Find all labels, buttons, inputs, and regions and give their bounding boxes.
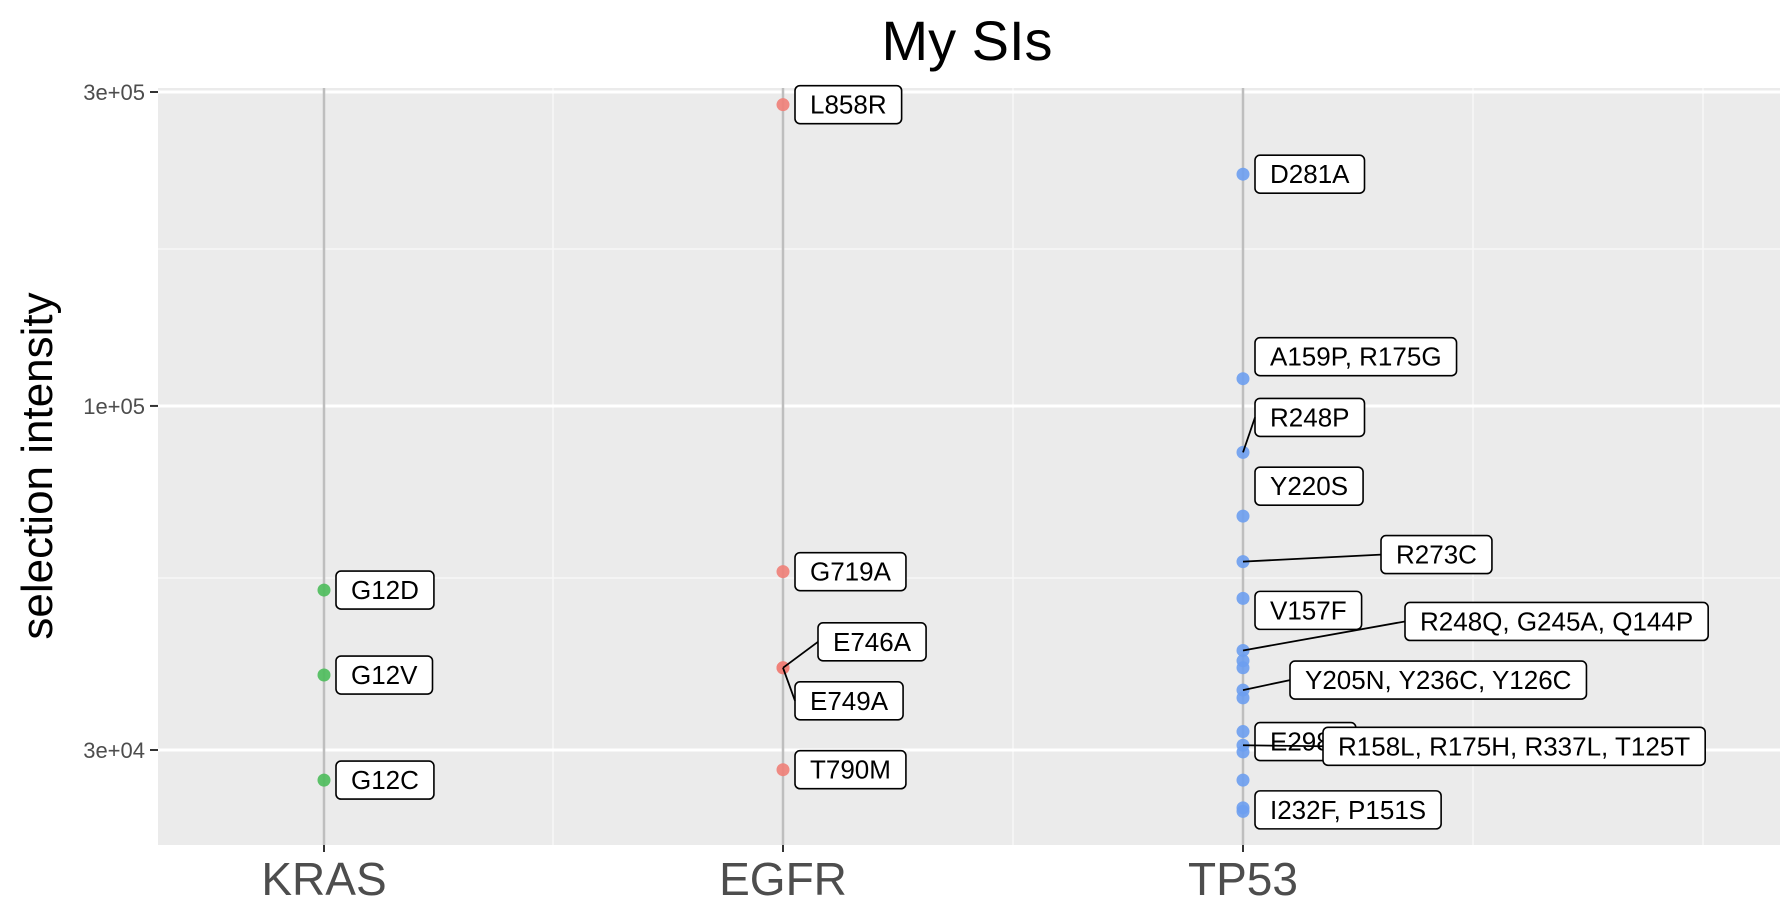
data-point-kras — [317, 773, 331, 787]
point-label-text: Y220S — [1270, 471, 1348, 501]
y-axis-label: selection intensity — [13, 292, 62, 639]
point-label: R158L, R175H, R337L, T125T — [1242, 726, 1706, 767]
point-label-box — [794, 84, 903, 125]
point-label: T790M — [794, 749, 907, 790]
point-label: E746A — [782, 621, 927, 669]
data-point-kras — [317, 583, 331, 597]
point-label: G719A — [794, 551, 907, 592]
point-label-text: I232F, P151S — [1270, 795, 1426, 825]
point-label-text: G719A — [810, 557, 892, 587]
point-label-box — [1254, 154, 1366, 195]
data-point-egfr — [776, 565, 790, 579]
point-label-box — [1254, 336, 1458, 377]
point-label-text: A159P, R175G — [1270, 342, 1442, 372]
label-leader-line — [782, 667, 796, 702]
data-point-tp53 — [1236, 691, 1250, 705]
data-point-tp53 — [1236, 167, 1250, 181]
point-label-text: Y205N, Y236C, Y126C — [1305, 665, 1571, 695]
label-leader-line — [1242, 744, 1324, 748]
y-tick-label: 1e+05 — [83, 394, 145, 419]
point-label-box — [794, 749, 907, 790]
point-label-text: R158L, R175H, R337L, T125T — [1338, 731, 1690, 761]
point-label-text: R273C — [1396, 540, 1477, 570]
point-label: E749A — [782, 667, 904, 721]
x-tick-label: KRAS — [261, 853, 386, 905]
point-label-text: G12V — [351, 660, 418, 690]
data-point-tp53 — [1236, 661, 1250, 675]
point-label: G12C — [335, 760, 435, 800]
label-leader-line — [1242, 679, 1291, 691]
point-labels: G12D G12V G12C L858R G719A E746A E749A T790M D28… — [335, 84, 1709, 830]
point-label-box — [335, 760, 435, 800]
point-label: L858R — [794, 84, 903, 125]
data-point-egfr — [776, 98, 790, 112]
data-point-tp53 — [1236, 745, 1250, 759]
x-tick-label: EGFR — [719, 853, 847, 905]
plot-panel — [158, 88, 1780, 845]
point-label: V157F — [1254, 590, 1363, 631]
point-label: Y220S — [1254, 466, 1364, 506]
point-label-text: R248P — [1270, 402, 1350, 432]
point-label-text: T790M — [810, 755, 891, 785]
point-label-text: V157F — [1270, 595, 1347, 625]
point-label: R248Q, G245A, Q144P — [1242, 601, 1709, 652]
point-label-text: E746A — [833, 627, 912, 657]
data-point-tp53 — [1236, 509, 1250, 523]
data-point-egfr — [776, 763, 790, 777]
data-point-tp53 — [1236, 773, 1250, 787]
data-points — [317, 98, 1250, 818]
point-label: D281A — [1254, 154, 1366, 195]
axes: 3e+04 1e+05 3e+05 KRAS EGFR TP53 — [83, 80, 1298, 905]
point-label-box — [794, 551, 907, 592]
y-tick-label: 3e+04 — [83, 738, 145, 763]
point-label-text: E749A — [810, 686, 889, 716]
label-leader-line — [1242, 553, 1382, 563]
chart-title: My SIs — [881, 9, 1052, 72]
data-point-tp53 — [1236, 804, 1250, 818]
point-label: G12D — [335, 570, 435, 610]
point-label-box — [335, 655, 434, 695]
point-label-box — [1254, 590, 1363, 631]
data-point-tp53 — [1236, 372, 1250, 386]
point-label-box — [335, 570, 435, 610]
data-point-tp53 — [1236, 591, 1250, 605]
label-leader-line — [1242, 620, 1406, 652]
point-label: A159P, R175G — [1254, 336, 1458, 377]
point-label: Y205N, Y236C, Y126C — [1242, 660, 1588, 700]
point-label-text: D281A — [1270, 159, 1350, 189]
label-leader-line — [1242, 417, 1256, 453]
point-label-box — [1254, 790, 1442, 830]
point-label-text: G12D — [351, 575, 419, 605]
point-label-box — [1254, 466, 1364, 506]
data-point-tp53 — [1236, 725, 1250, 739]
point-label-text: L858R — [810, 90, 887, 120]
point-label: I232F, P151S — [1254, 790, 1442, 830]
point-label-text: G12C — [351, 765, 419, 795]
y-tick-label: 3e+05 — [83, 80, 145, 105]
point-label-text: R248Q, G245A, Q144P — [1420, 606, 1693, 636]
point-label: G12V — [335, 655, 434, 695]
label-leader-line — [782, 641, 819, 669]
point-label: R273C — [1242, 534, 1493, 575]
point-label: R248P — [1242, 397, 1366, 453]
x-tick-label: TP53 — [1188, 853, 1298, 905]
data-point-kras — [317, 668, 331, 682]
